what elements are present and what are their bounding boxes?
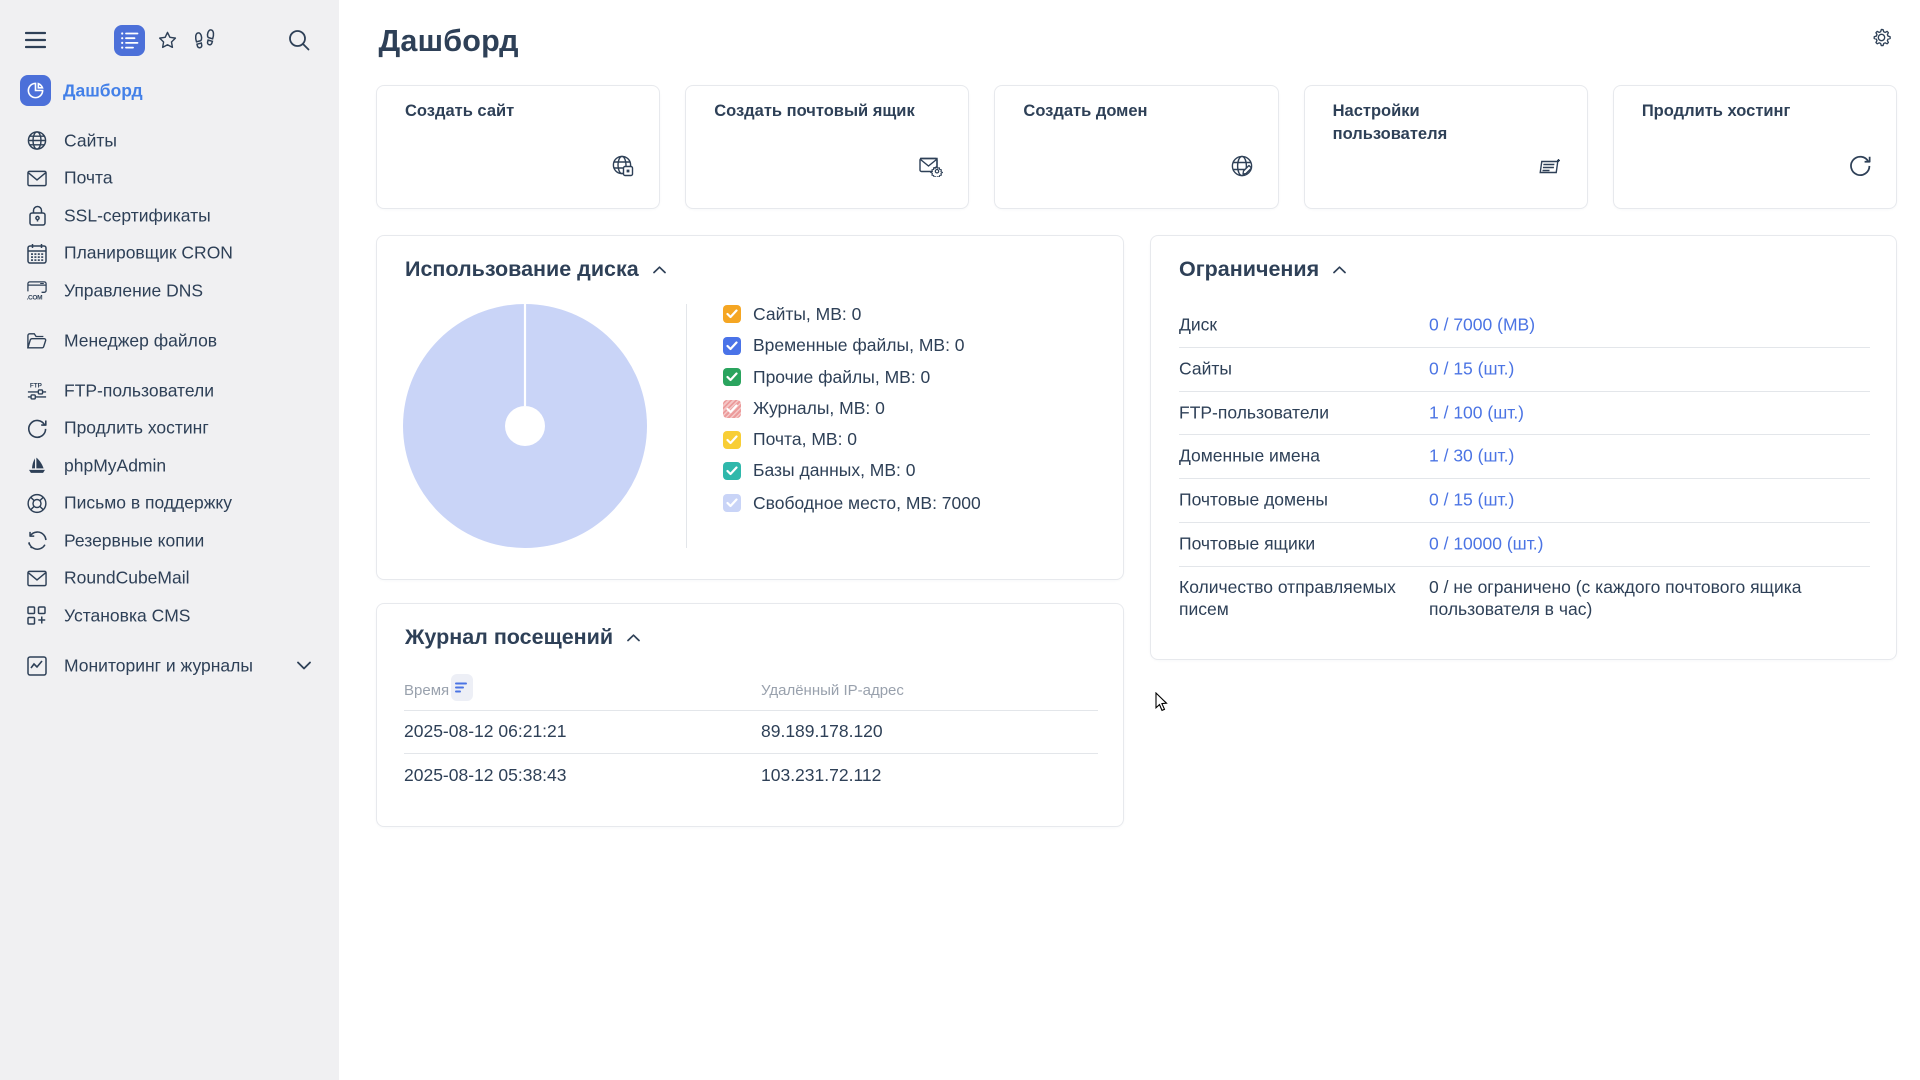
svg-text:FTP: FTP — [30, 382, 43, 389]
svg-text:.COM: .COM — [27, 295, 42, 301]
